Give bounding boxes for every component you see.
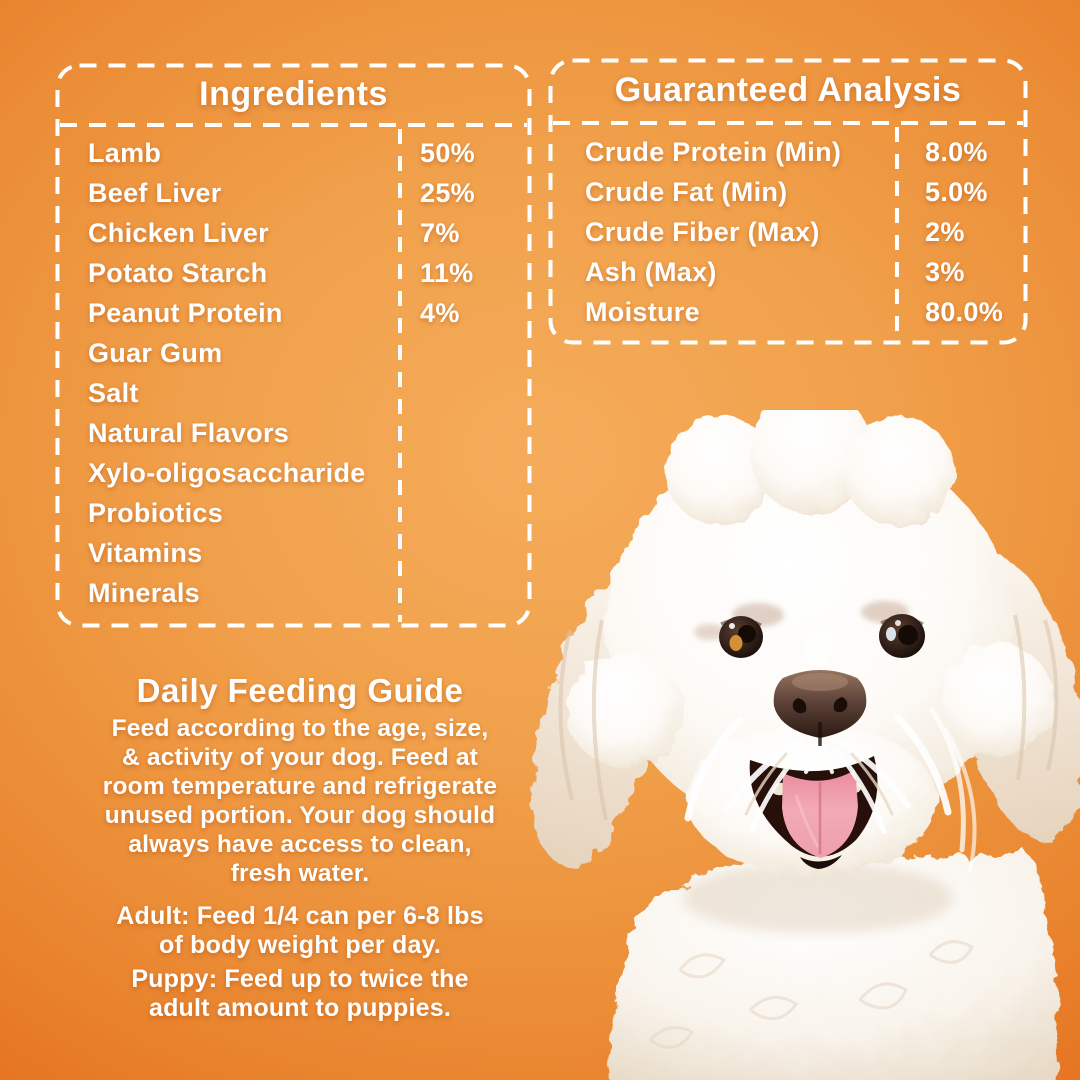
analysis-name: Ash (Max) xyxy=(585,257,717,287)
ingredient-row: Natural Flavors xyxy=(55,413,532,453)
feeding-guide-puppy-line: Puppy: Feed up to twice the xyxy=(131,965,469,993)
ingredient-name: Chicken Liver xyxy=(88,218,269,248)
dog-brow-shading xyxy=(694,601,909,640)
ingredient-row: Peanut Protein 4% xyxy=(55,293,532,333)
feeding-guide-body-line: always have access to clean, xyxy=(128,831,472,858)
analysis-row: Ash (Max) 3% xyxy=(548,252,1028,292)
ingredient-value: 11% xyxy=(420,258,474,288)
dog-nose xyxy=(773,670,867,746)
ingredient-name: Guar Gum xyxy=(88,338,223,368)
guaranteed-analysis-panel: Guaranteed Analysis Crude Protein (Min) 8… xyxy=(548,58,1028,345)
analysis-value: 3% xyxy=(925,257,965,287)
feeding-guide-adult-line: of body weight per day. xyxy=(159,931,441,959)
feeding-guide-body-line: fresh water. xyxy=(230,860,370,887)
ingredient-name: Salt xyxy=(88,378,139,408)
analysis-name: Crude Protein (Min) xyxy=(585,137,842,167)
dog-eyes xyxy=(719,614,925,658)
ingredient-name: Peanut Protein xyxy=(88,298,283,328)
ingredient-row: Potato Starch 11% xyxy=(55,253,532,293)
analysis-row: Crude Fiber (Max) 2% xyxy=(548,212,1028,252)
ingredient-name: Minerals xyxy=(88,578,200,608)
dog-mouth xyxy=(749,756,878,869)
feeding-guide-title: Daily Feeding Guide xyxy=(136,672,464,709)
ingredient-row: Salt xyxy=(55,373,532,413)
ingredients-panel: Ingredients Lamb 50% Beef Liver 25% Chicke… xyxy=(55,63,532,628)
analysis-list: Crude Protein (Min) 8.0% Crude Fat (Min) 5… xyxy=(548,132,1028,332)
analysis-title: Guaranteed Analysis xyxy=(614,71,962,109)
ingredient-row: Beef Liver 25% xyxy=(55,173,532,213)
ingredient-row: Minerals xyxy=(55,573,532,613)
dog-muzzle-fur xyxy=(684,707,977,872)
feeding-guide-body: Feed according to the age, size, & activ… xyxy=(40,714,560,888)
ingredient-name: Potato Starch xyxy=(88,258,268,288)
analysis-row: Crude Fat (Min) 5.0% xyxy=(548,172,1028,212)
analysis-name: Moisture xyxy=(585,297,700,327)
analysis-row: Crude Protein (Min) 8.0% xyxy=(548,132,1028,172)
analysis-value: 80.0% xyxy=(925,297,1004,327)
analysis-name: Crude Fiber (Max) xyxy=(585,217,820,247)
feeding-guide-body-line: & activity of your dog. Feed at xyxy=(121,744,479,771)
analysis-value: 8.0% xyxy=(925,137,988,167)
analysis-value: 2% xyxy=(925,217,965,247)
analysis-row: Moisture 80.0% xyxy=(548,292,1028,332)
ingredient-row: Xylo-oligosaccharide xyxy=(55,453,532,493)
feeding-guide-adult: Adult: Feed 1/4 can per 6-8 lbs of body … xyxy=(40,902,560,960)
feeding-guide-puppy: Puppy: Feed up to twice the adult amount… xyxy=(40,965,560,1023)
feeding-guide-body-line: unused portion. Your dog should xyxy=(104,802,496,829)
ingredient-value: 25% xyxy=(420,178,475,208)
ingredient-value: 50% xyxy=(420,138,475,168)
ingredient-name: Beef Liver xyxy=(88,178,222,208)
ingredient-row: Lamb 50% xyxy=(55,133,532,173)
feeding-guide-adult-line: Adult: Feed 1/4 can per 6-8 lbs xyxy=(116,902,484,930)
ingredient-row: Guar Gum xyxy=(55,333,532,373)
ingredient-value: 7% xyxy=(420,218,460,248)
feeding-guide-body-line: room temperature and refrigerate xyxy=(102,773,498,800)
ingredient-name: Vitamins xyxy=(88,538,203,568)
analysis-name: Crude Fat (Min) xyxy=(585,177,788,207)
feeding-guide-puppy-line: adult amount to puppies. xyxy=(148,994,451,1022)
ingredient-row: Chicken Liver 7% xyxy=(55,213,532,253)
dog-photo xyxy=(534,410,1080,1080)
feeding-guide-body-line: Feed according to the age, size, xyxy=(111,715,489,742)
ingredient-row: Vitamins xyxy=(55,533,532,573)
analysis-value: 5.0% xyxy=(925,177,988,207)
ingredient-name: Probiotics xyxy=(88,498,224,528)
ingredient-value: 4% xyxy=(420,298,460,328)
ingredient-name: Xylo-oligosaccharide xyxy=(88,458,366,488)
ingredient-name: Lamb xyxy=(88,138,162,168)
ingredient-row: Probiotics xyxy=(55,493,532,533)
ingredients-title: Ingredients xyxy=(199,75,388,113)
ingredient-name: Natural Flavors xyxy=(88,418,290,448)
ingredients-list: Lamb 50% Beef Liver 25% Chicken Liver 7% Po… xyxy=(55,133,532,613)
